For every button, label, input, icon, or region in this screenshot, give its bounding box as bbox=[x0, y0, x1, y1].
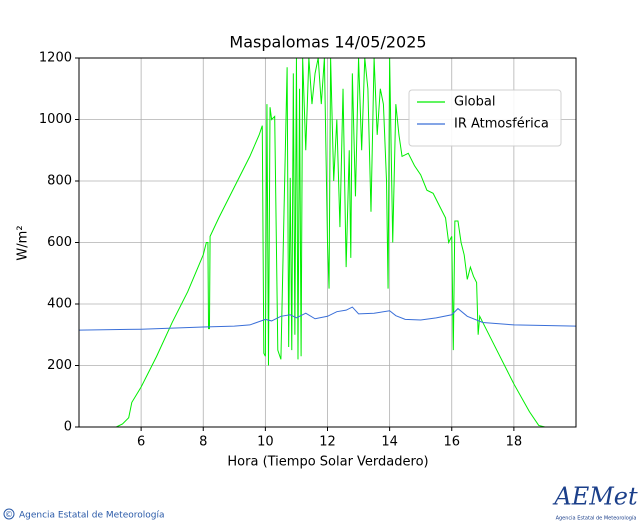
copyright: © bbox=[5, 510, 13, 519]
y-tick-label: 200 bbox=[47, 358, 72, 373]
footer-agency: Agencia Estatal de Meteorología bbox=[19, 511, 165, 521]
x-tick-label: 16 bbox=[443, 435, 460, 450]
x-axis-label: Hora (Tiempo Solar Verdadero) bbox=[227, 455, 428, 470]
x-tick-label: 10 bbox=[257, 435, 274, 450]
plot-lines bbox=[79, 58, 576, 427]
y-tick-label: 0 bbox=[64, 420, 72, 435]
legend-label: Global bbox=[454, 95, 495, 110]
chart-title: Maspalomas 14/05/2025 bbox=[229, 33, 426, 52]
x-tick-label: 8 bbox=[199, 435, 207, 450]
x-tick-label: 14 bbox=[381, 435, 398, 450]
logo: AEMet bbox=[552, 483, 638, 511]
x-tick-label: 12 bbox=[319, 435, 336, 450]
y-tick-label: 600 bbox=[47, 235, 72, 250]
plot-frame bbox=[78, 57, 577, 428]
legend-box bbox=[408, 89, 562, 147]
y-tick-label: 1000 bbox=[39, 112, 72, 127]
x-tick-label: 18 bbox=[506, 435, 523, 450]
y-axis-label: W/m² bbox=[16, 225, 31, 260]
y-tick-label: 400 bbox=[47, 297, 72, 312]
line-series bbox=[79, 306, 576, 331]
y-tick-label: 1200 bbox=[39, 51, 72, 66]
x-tick-label: 6 bbox=[137, 435, 145, 450]
line-series bbox=[79, 58, 576, 427]
legend-label: IR Atmosférica bbox=[454, 117, 549, 132]
logo-caption: Agencia Estatal de Meteorología bbox=[556, 515, 637, 522]
copyright-circle bbox=[3, 508, 15, 520]
y-tick-label: 800 bbox=[47, 174, 72, 189]
